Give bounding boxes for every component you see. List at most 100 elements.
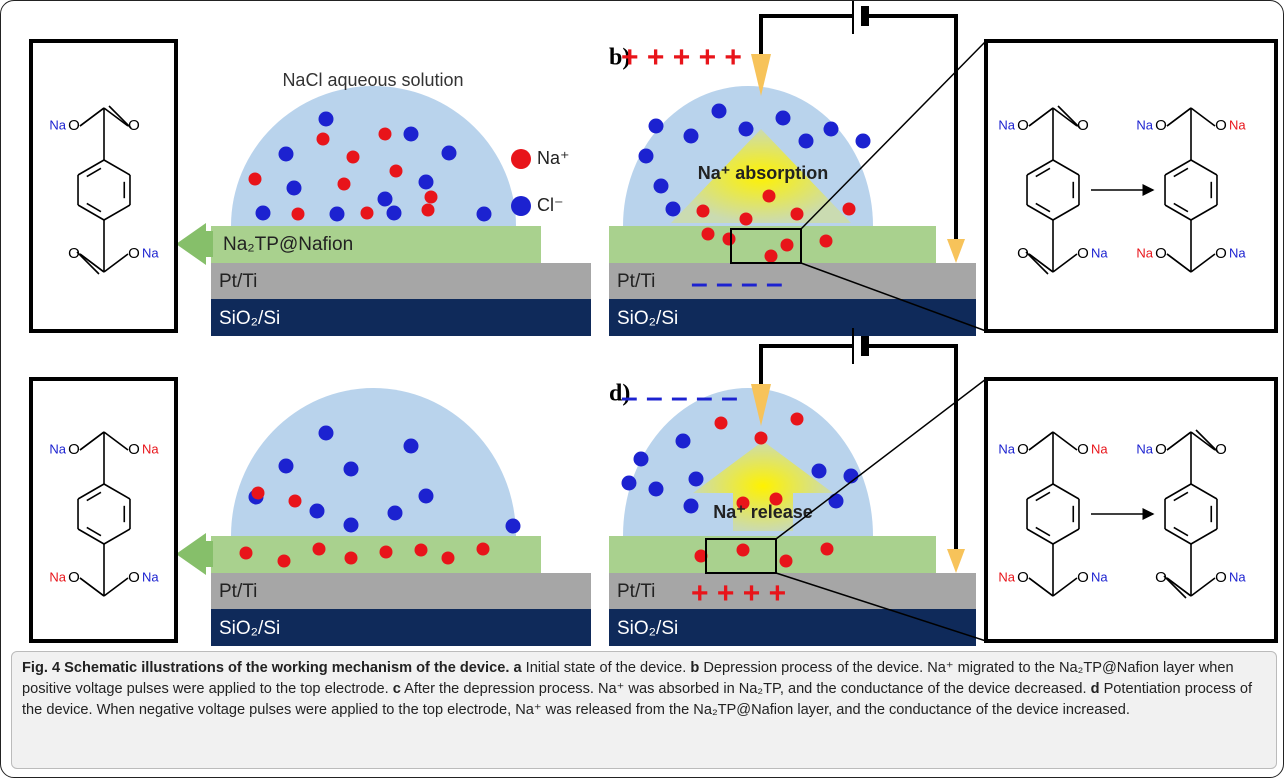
chloride-ion — [310, 504, 325, 519]
oxygen-label: O — [1077, 569, 1089, 586]
chloride-ion — [330, 207, 345, 222]
sodium-ion — [780, 555, 793, 568]
figure: a)Na₂TP@NafionPt/TiSiO₂/SiNaCl aqueous s… — [0, 0, 1284, 778]
oxygen-label: O — [1155, 569, 1167, 586]
chloride-ion — [622, 476, 637, 491]
sodium-ion — [702, 228, 715, 241]
caption-text: Initial state of the device. — [526, 660, 687, 676]
chloride-ion — [856, 134, 871, 149]
layer-label: Pt/Ti — [617, 581, 655, 602]
nafion-layer — [211, 536, 541, 573]
sodium-ion — [740, 213, 753, 226]
oxygen-label: O — [1155, 117, 1167, 134]
wire — [761, 16, 853, 56]
chloride-ion — [319, 112, 334, 127]
caption-label: Fig. 4 Schematic illustrations of the wo… — [22, 660, 509, 676]
caption-label: a — [513, 660, 521, 676]
sodium-ion — [240, 547, 253, 560]
charge-signs: – – – – — [691, 267, 783, 300]
sodium-ion — [791, 413, 804, 426]
oxygen-label: O — [128, 245, 140, 262]
chloride-ion — [649, 482, 664, 497]
sodium-label: Na — [998, 569, 1015, 584]
oxygen-label: O — [1155, 245, 1167, 262]
layer-label: SiO₂/Si — [617, 618, 678, 639]
electrode-arrow — [947, 239, 965, 263]
flow-label: Na⁺ release — [713, 502, 813, 522]
oxygen-label: O — [1155, 441, 1167, 458]
sodium-ion — [843, 203, 856, 216]
chloride-ion — [344, 462, 359, 477]
sodium-label: Na — [142, 441, 159, 456]
oxygen-label: O — [1017, 441, 1029, 458]
oxygen-label: O — [1077, 245, 1089, 262]
legend-marker — [511, 149, 531, 169]
sodium-ion — [781, 239, 794, 252]
droplet — [231, 388, 516, 536]
sodium-ion — [289, 495, 302, 508]
layer-label: Pt/Ti — [219, 581, 257, 602]
sodium-ion — [379, 128, 392, 141]
droplet — [231, 86, 516, 226]
sodium-ion — [755, 432, 768, 445]
chloride-ion — [404, 127, 419, 142]
chloride-ion — [649, 119, 664, 134]
sodium-ion — [821, 543, 834, 556]
pt-layer — [211, 263, 591, 299]
chloride-ion — [419, 489, 434, 504]
chloride-ion — [812, 464, 827, 479]
sodium-label: Na — [1136, 245, 1153, 260]
chloride-ion — [378, 192, 393, 207]
chloride-ion — [404, 439, 419, 454]
oxygen-label: O — [1215, 117, 1227, 134]
sodium-label: Na — [1229, 117, 1246, 132]
sodium-ion — [380, 546, 393, 559]
sodium-label: Na — [49, 569, 66, 584]
sodium-label: Na — [49, 441, 66, 456]
layer-label: SiO₂/Si — [219, 308, 280, 329]
chloride-ion — [776, 111, 791, 126]
structure-box — [986, 379, 1276, 641]
layer-label: Pt/Ti — [617, 271, 655, 292]
sodium-ion — [697, 205, 710, 218]
layer-label: SiO₂/Si — [617, 308, 678, 329]
sodium-label: Na — [1091, 245, 1108, 260]
sodium-ion — [425, 191, 438, 204]
chloride-ion — [654, 179, 669, 194]
chloride-ion — [634, 452, 649, 467]
chloride-ion — [442, 146, 457, 161]
caption-label: b — [690, 660, 699, 676]
chloride-ion — [666, 202, 681, 217]
sodium-label: Na — [1229, 245, 1246, 260]
sodium-ion — [737, 544, 750, 557]
legend-label: Cl⁻ — [537, 195, 564, 215]
sodium-label: Na — [142, 569, 159, 584]
sodium-ion — [278, 555, 291, 568]
sodium-ion — [765, 250, 778, 263]
chloride-ion — [387, 206, 402, 221]
chloride-ion — [344, 518, 359, 533]
oxygen-label: O — [1017, 245, 1029, 262]
layer-label: Na₂TP@Nafion — [223, 234, 353, 255]
sodium-label: Na — [998, 117, 1015, 132]
sodium-ion — [422, 204, 435, 217]
sodium-ion — [292, 208, 305, 221]
sodium-label: Na — [1091, 441, 1108, 456]
flow-label: Na⁺ absorption — [698, 163, 829, 183]
oxygen-label: O — [68, 441, 80, 458]
sodium-ion — [338, 178, 351, 191]
oxygen-label: O — [1077, 441, 1089, 458]
chloride-ion — [319, 426, 334, 441]
sodium-ion — [252, 487, 265, 500]
chloride-ion — [739, 122, 754, 137]
oxygen-label: O — [1215, 245, 1227, 262]
charge-signs: + + + + + — [621, 41, 742, 74]
layer-label: SiO₂/Si — [219, 618, 280, 639]
transfer-arrow — [176, 533, 213, 575]
oxygen-label: O — [1017, 117, 1029, 134]
structure-box — [986, 41, 1276, 331]
sodium-ion — [361, 207, 374, 220]
sodium-ion — [345, 552, 358, 565]
pt-layer — [211, 573, 591, 609]
transfer-arrow — [176, 223, 213, 265]
